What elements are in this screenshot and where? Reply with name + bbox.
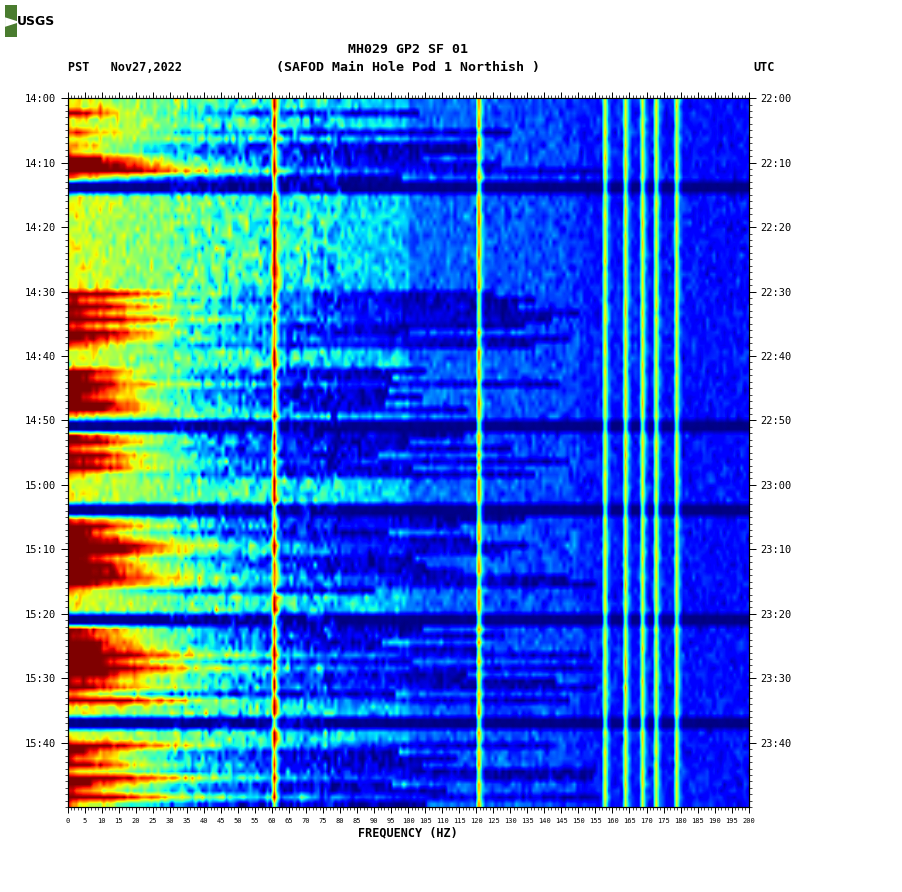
Text: PST   Nov27,2022: PST Nov27,2022 (68, 62, 181, 74)
Text: MH029 GP2 SF 01: MH029 GP2 SF 01 (348, 44, 468, 56)
Text: USGS: USGS (17, 15, 56, 28)
Bar (5, 5, 16, 37)
Text: ►: ► (5, 12, 20, 31)
X-axis label: FREQUENCY (HZ): FREQUENCY (HZ) (358, 827, 458, 839)
Text: UTC: UTC (753, 62, 775, 74)
Text: (SAFOD Main Hole Pod 1 Northish ): (SAFOD Main Hole Pod 1 Northish ) (276, 62, 540, 74)
